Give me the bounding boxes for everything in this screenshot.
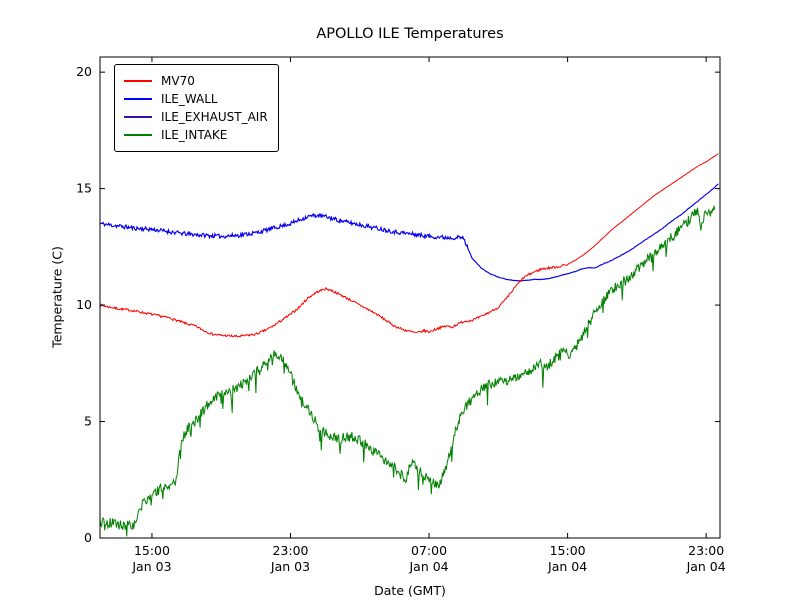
y-tick-label: 10 xyxy=(76,297,92,312)
legend-item-ILE_EXHAUST_AIR: ILE_EXHAUST_AIR xyxy=(124,108,268,126)
ticks-group xyxy=(100,57,720,539)
y-tick-label: 20 xyxy=(76,64,92,79)
x-tick-label: 15:00 Jan 04 xyxy=(547,543,587,574)
tick-labels-group: 15:00 Jan 03 23:00 Jan 03 07:00 Jan 04 15:00 Ja… xyxy=(76,64,726,574)
legend-line-sample-ILE_WALL xyxy=(124,98,152,100)
axes-frame xyxy=(99,56,721,539)
legend-item-ILE_INTAKE: ILE_INTAKE xyxy=(124,126,268,144)
x-axis-label: Date (GMT) xyxy=(374,583,446,598)
y-tick-label: 5 xyxy=(84,414,92,429)
legend-label-ILE_INTAKE: ILE_INTAKE xyxy=(161,128,228,142)
legend: MV70 ILE_WALL ILE_EXHAUST_AIR ILE_INTAKE xyxy=(114,64,279,152)
legend-line-sample-ILE_INTAKE xyxy=(124,134,152,136)
series-group xyxy=(100,153,719,537)
y-tick-label: 15 xyxy=(76,181,92,196)
legend-line-sample-ILE_EXHAUST_AIR xyxy=(124,116,152,118)
chart-title: APOLLO ILE Temperatures xyxy=(316,26,504,42)
x-tick-label: 23:00 Jan 04 xyxy=(686,543,726,574)
y-tick-label: 0 xyxy=(84,530,92,545)
legend-item-ILE_WALL: ILE_WALL xyxy=(124,90,268,108)
legend-label-ILE_EXHAUST_AIR: ILE_EXHAUST_AIR xyxy=(161,110,268,124)
legend-item-MV70: MV70 xyxy=(124,72,268,90)
series-line-ILE_INTAKE xyxy=(100,205,716,537)
x-tick-label: 15:00 Jan 03 xyxy=(131,543,171,574)
x-tick-label: 07:00 Jan 04 xyxy=(408,543,448,574)
legend-label-MV70: MV70 xyxy=(161,74,195,88)
series-line-ILE_WALL xyxy=(100,183,719,282)
x-tick-label: 23:00 Jan 03 xyxy=(270,543,310,574)
legend-line-sample-MV70 xyxy=(124,80,152,82)
series-line-MV70 xyxy=(100,153,719,338)
legend-label-ILE_WALL: ILE_WALL xyxy=(161,92,218,106)
